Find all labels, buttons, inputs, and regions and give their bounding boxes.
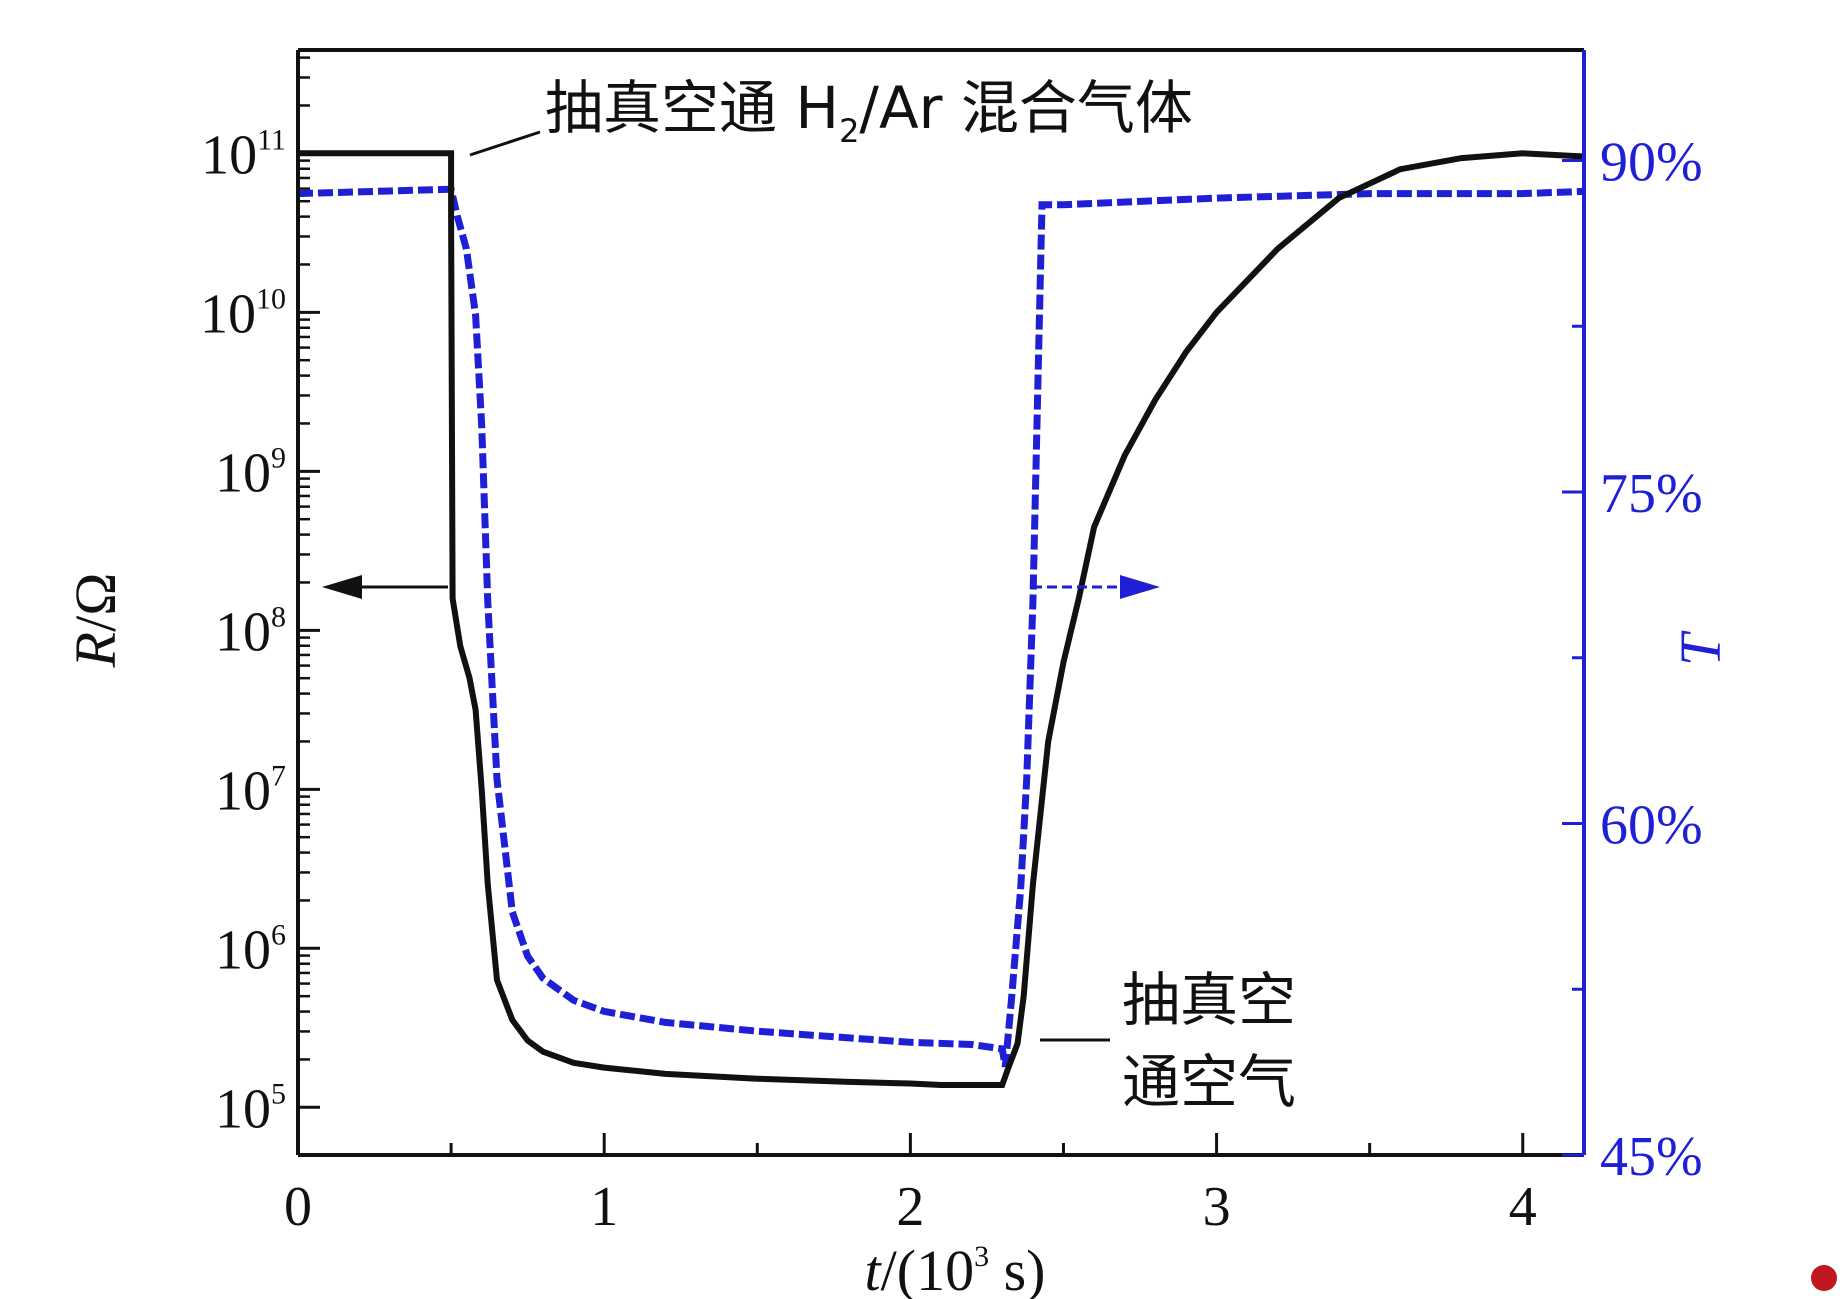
x-tick-label: 0: [284, 1176, 312, 1238]
svg-text:抽真空: 抽真空: [1122, 966, 1296, 1034]
logo-icon: [1811, 1265, 1837, 1291]
y-right-tick-label: 60%: [1600, 795, 1703, 857]
y-left-axis-ticks: 105 106 107 108 109 1010 1011: [200, 56, 320, 1140]
y-left-axis-title: R/Ω: [63, 573, 128, 669]
x-tick-label: 3: [1203, 1176, 1231, 1238]
watermark-logo: [1811, 1265, 1837, 1291]
y-right-tick-label: 75%: [1600, 463, 1703, 525]
left-axis-arrow: [322, 575, 448, 599]
y-left-tick-label: 108: [215, 600, 286, 663]
series-transmittance-line: [297, 185, 1585, 1068]
annotation-top: 抽真空通 H2/Ar 混合气体: [469, 74, 1193, 157]
x-tick-label: 1: [590, 1176, 618, 1238]
svg-text:抽真空通 H2/Ar 混合气体: 抽真空通 H2/Ar 混合气体: [545, 74, 1193, 150]
series-resistance-line: [298, 150, 1585, 1088]
y-right-axis-title: T: [1668, 630, 1733, 666]
x-tick-label: 2: [896, 1176, 924, 1238]
right-axis-arrow: [1032, 575, 1160, 599]
svg-text:通空气: 通空气: [1122, 1048, 1296, 1116]
y-right-tick-label: 90%: [1600, 132, 1703, 194]
y-right-axis-ticks: 45% 60% 75% 90%: [1562, 132, 1703, 1188]
x-axis-title: t/(103 s): [865, 1238, 1046, 1299]
y-left-tick-label: 1010: [200, 282, 286, 345]
y-left-tick-label: 107: [215, 759, 286, 822]
y-left-tick-label: 1011: [201, 123, 286, 186]
y-left-tick-label: 109: [215, 441, 286, 504]
x-axis-ticks: 0 1 2 3 4: [284, 1133, 1537, 1238]
x-tick-label: 4: [1509, 1176, 1537, 1238]
annotation-bottom: 抽真空 通空气: [1040, 966, 1296, 1116]
y-left-tick-label: 105: [215, 1077, 286, 1140]
y-right-tick-label: 45%: [1600, 1126, 1703, 1188]
y-left-tick-label: 106: [215, 918, 286, 981]
